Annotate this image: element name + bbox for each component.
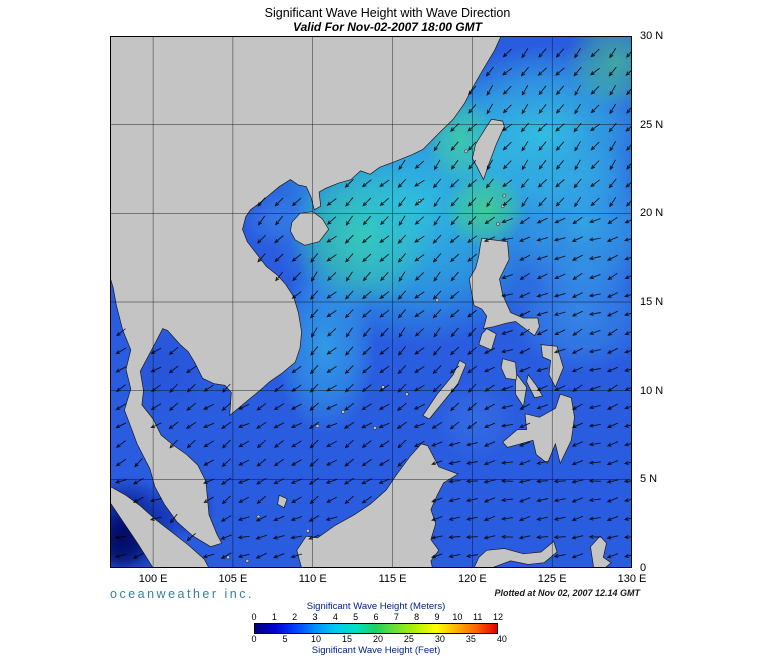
land-mindoro xyxy=(478,328,497,351)
feet-tick: 35 xyxy=(465,634,476,644)
meters-tick: 9 xyxy=(434,612,440,622)
meters-tick: 2 xyxy=(292,612,298,622)
islet xyxy=(245,559,250,563)
meters-tick: 11 xyxy=(472,612,483,622)
lon-tick-label: 105 E xyxy=(218,573,248,585)
feet-tick: 10 xyxy=(310,634,321,644)
lat-tick-label: 5 N xyxy=(640,473,658,486)
land-hainan xyxy=(290,211,330,246)
land-natuna xyxy=(277,494,288,509)
land-borneo xyxy=(296,443,459,568)
map-grid xyxy=(110,36,632,568)
feet-tick: 0 xyxy=(251,634,257,644)
colorbar-meters-scale: 0 1 2 3 4 5 6 7 8 9 10 11 12 xyxy=(251,612,503,623)
islet xyxy=(464,149,468,154)
meters-tick: 3 xyxy=(312,612,318,622)
land-halmahera xyxy=(590,535,612,568)
islet xyxy=(226,555,230,560)
lon-tick-label: 120 E xyxy=(457,573,487,585)
lat-tick-label: 0 xyxy=(640,562,647,574)
page-title: Significant Wave Height with Wave Direct… xyxy=(264,6,511,20)
islet xyxy=(306,528,310,533)
colorbar-title-meters: Significant Wave Height (Meters) xyxy=(306,601,446,612)
feet-tick: 5 xyxy=(282,634,288,644)
land-group xyxy=(110,36,612,568)
feet-tick: 15 xyxy=(341,634,352,644)
land-mindanao xyxy=(502,393,575,465)
land-sumatra xyxy=(110,485,210,568)
land-taiwan xyxy=(472,118,505,181)
meters-tick: 10 xyxy=(452,612,463,622)
valid-time-subtitle: Valid For Nov-02-2007 18:00 GMT xyxy=(293,20,482,34)
meters-tick: 4 xyxy=(332,612,338,622)
colorbar-title-feet: Significant Wave Height (Feet) xyxy=(311,645,441,656)
map-border xyxy=(110,36,632,568)
feet-tick: 40 xyxy=(496,634,507,644)
islet xyxy=(341,410,345,414)
oceanweather-logo-text: oceanweather inc. xyxy=(110,587,254,601)
lat-tick-label: 25 N xyxy=(640,118,664,131)
islet xyxy=(502,193,507,198)
wave-height-map xyxy=(110,36,632,568)
lat-tick-label: 10 N xyxy=(640,384,664,397)
meters-tick: 8 xyxy=(414,612,420,622)
meters-tick: 0 xyxy=(251,612,257,622)
colorbar-feet-scale: 0 5 10 15 20 25 30 35 40 xyxy=(251,634,506,645)
meters-tick: 6 xyxy=(373,612,379,622)
land-luzon xyxy=(468,237,540,337)
meters-tick: 7 xyxy=(393,612,399,622)
land-cebu-bohol xyxy=(526,373,544,399)
islet xyxy=(435,298,440,303)
plotted-timestamp: Plotted at Nov 02, 2007 12.14 GMT xyxy=(494,588,640,598)
meters-tick: 12 xyxy=(492,612,504,622)
islet xyxy=(496,222,500,226)
lat-tick-label: 15 N xyxy=(640,296,664,308)
lon-tick-label: 110 E xyxy=(298,573,327,585)
feet-tick: 25 xyxy=(403,634,414,644)
colorbar-gradient xyxy=(254,623,498,634)
lon-tick-label: 125 E xyxy=(537,573,567,585)
feet-tick: 20 xyxy=(372,634,383,644)
islet xyxy=(405,392,409,397)
wave-direction-arrows xyxy=(114,47,632,559)
feet-tick: 30 xyxy=(434,634,445,644)
lon-tick-label: 115 E xyxy=(378,573,407,585)
land-sulawesi-north xyxy=(473,540,558,568)
meters-tick: 5 xyxy=(353,612,359,622)
lat-tick-label: 30 N xyxy=(640,30,664,42)
islet xyxy=(256,514,261,519)
islet xyxy=(315,424,320,428)
meters-tick: 1 xyxy=(271,612,277,622)
lon-tick-label: 100 E xyxy=(138,573,168,585)
land-panay xyxy=(500,358,518,381)
lat-tick-label: 20 N xyxy=(640,207,664,220)
land-mainland-asia xyxy=(110,36,502,548)
islet xyxy=(373,426,377,430)
lon-tick-label: 130 E xyxy=(617,573,647,585)
